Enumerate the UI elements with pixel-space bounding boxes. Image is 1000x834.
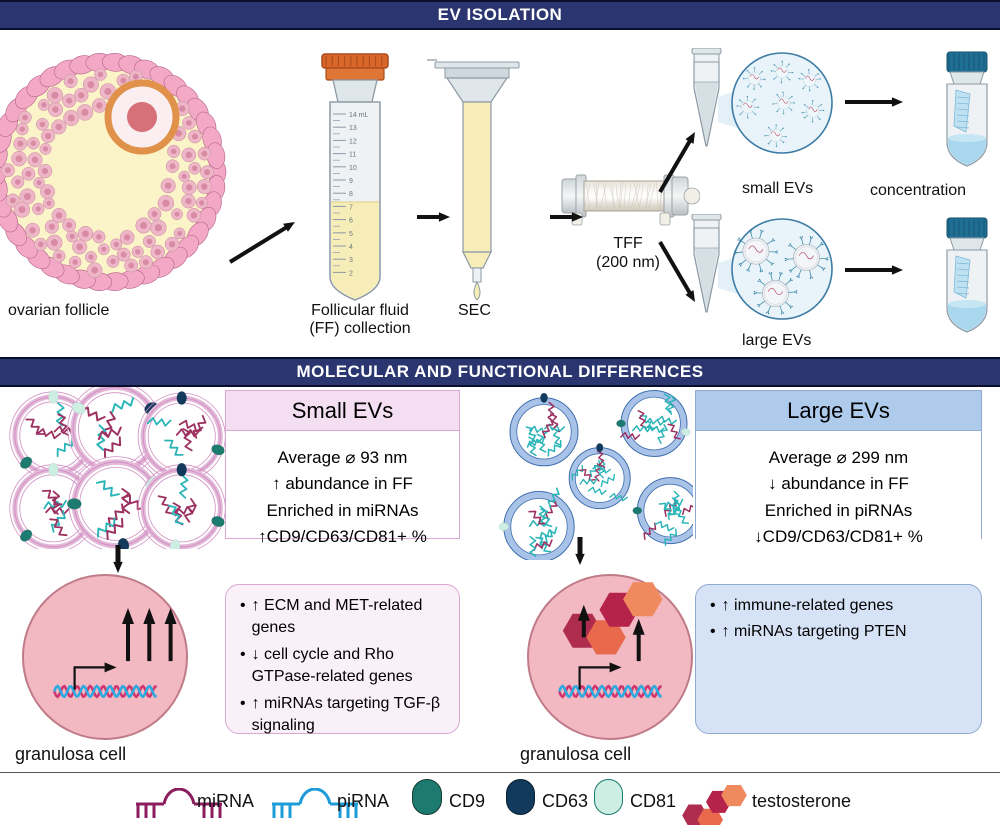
svg-text:10: 10 bbox=[349, 165, 357, 172]
svg-text:7: 7 bbox=[349, 204, 353, 211]
svg-text:8: 8 bbox=[349, 191, 353, 198]
svg-text:12: 12 bbox=[349, 138, 357, 145]
svg-text:2: 2 bbox=[349, 270, 353, 277]
svg-text:13: 13 bbox=[349, 125, 357, 132]
svg-text:3: 3 bbox=[349, 257, 353, 264]
svg-text:6: 6 bbox=[349, 218, 353, 225]
svg-text:4: 4 bbox=[349, 244, 353, 251]
svg-text:9: 9 bbox=[349, 178, 353, 185]
svg-text:5: 5 bbox=[349, 231, 353, 238]
svg-text:11: 11 bbox=[349, 152, 356, 159]
svg-text:14 mL: 14 mL bbox=[349, 112, 369, 119]
